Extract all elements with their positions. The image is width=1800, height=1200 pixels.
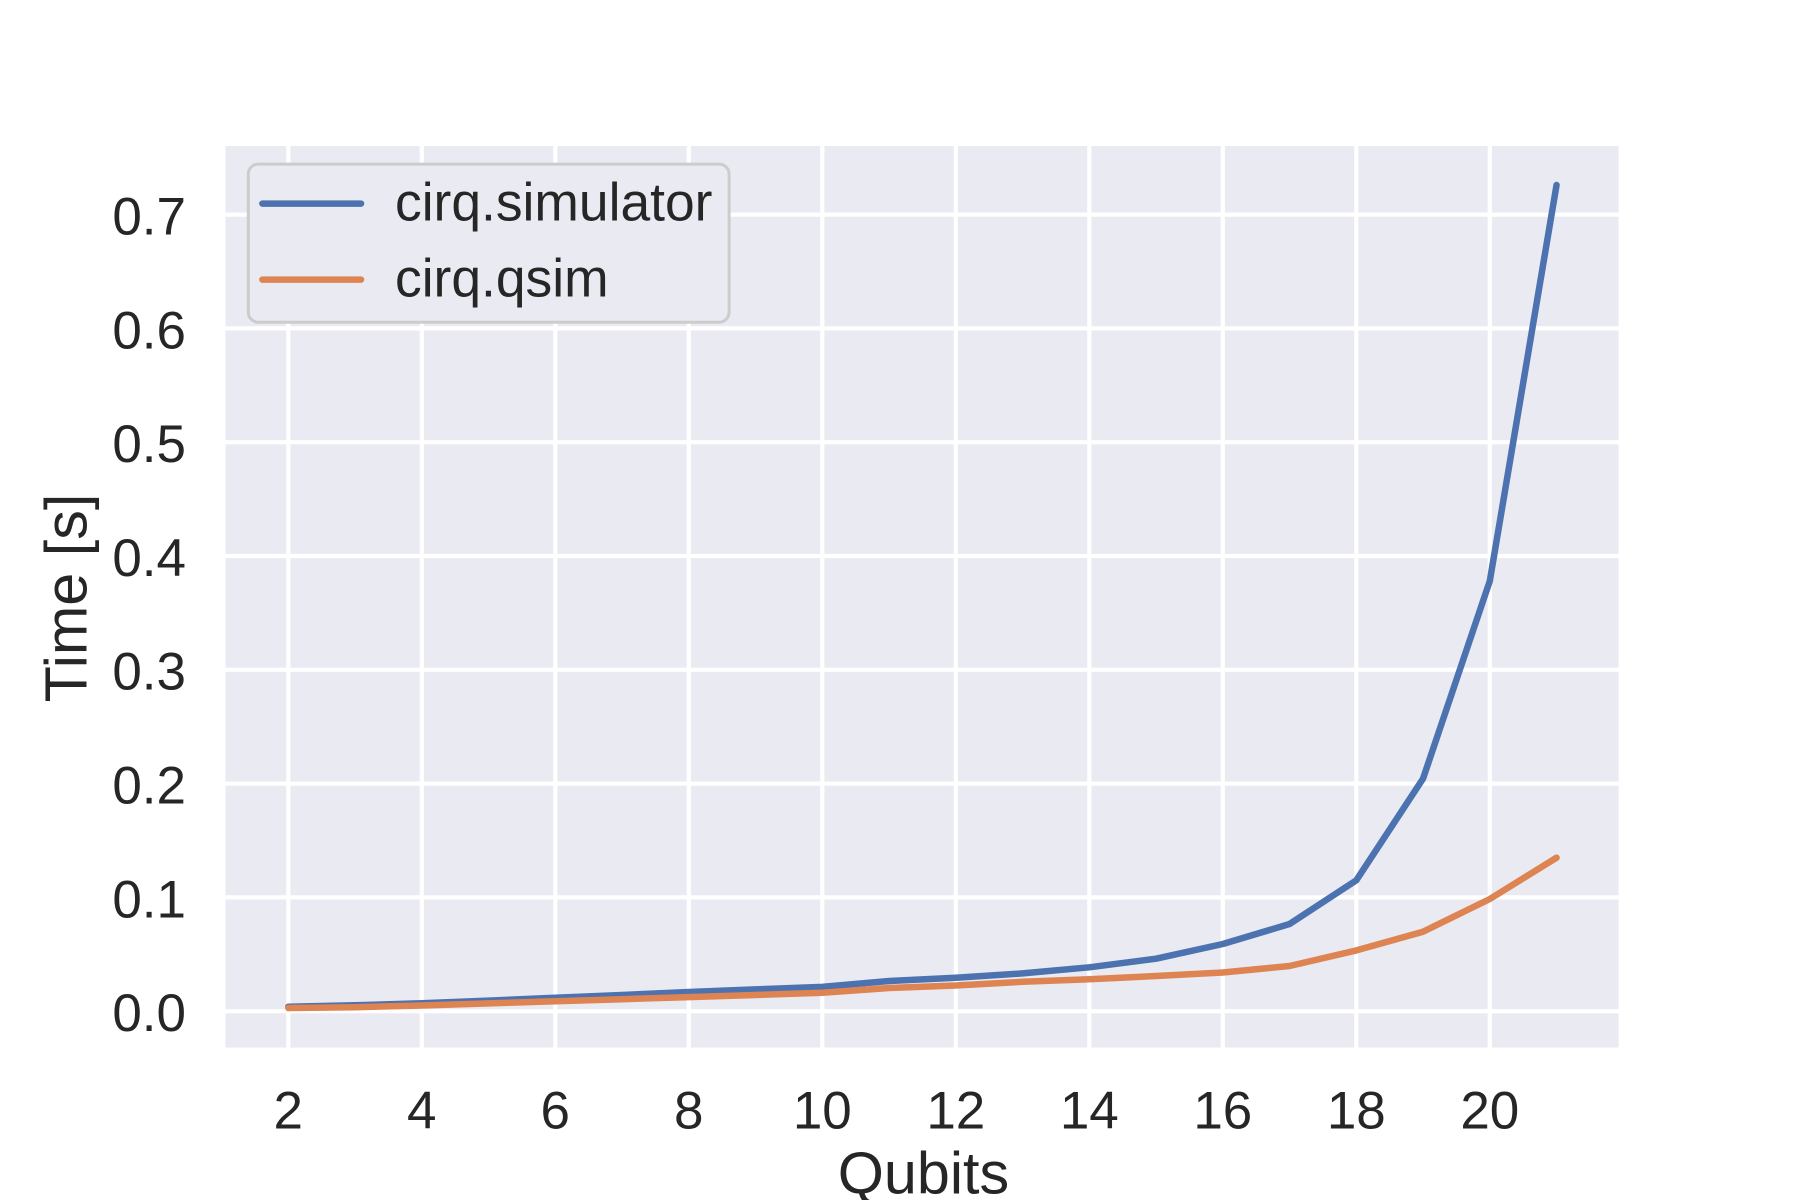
svg-text:Qubits: Qubits xyxy=(838,1140,1009,1200)
svg-text:0.7: 0.7 xyxy=(112,188,186,247)
svg-text:20: 20 xyxy=(1460,1082,1519,1141)
svg-text:16: 16 xyxy=(1193,1082,1252,1141)
svg-text:0.4: 0.4 xyxy=(112,529,186,588)
svg-text:14: 14 xyxy=(1060,1082,1119,1141)
svg-text:4: 4 xyxy=(407,1082,436,1141)
svg-text:8: 8 xyxy=(674,1082,703,1141)
svg-text:2: 2 xyxy=(274,1082,303,1141)
svg-text:12: 12 xyxy=(926,1082,985,1141)
svg-text:cirq.simulator: cirq.simulator xyxy=(395,174,712,233)
svg-text:18: 18 xyxy=(1327,1082,1386,1141)
svg-text:0.3: 0.3 xyxy=(112,643,186,702)
svg-text:6: 6 xyxy=(541,1082,570,1141)
svg-text:cirq.qsim: cirq.qsim xyxy=(395,250,609,309)
svg-text:0.6: 0.6 xyxy=(112,301,186,360)
svg-text:0.5: 0.5 xyxy=(112,415,186,474)
svg-text:0.2: 0.2 xyxy=(112,757,186,816)
svg-text:Time [s]: Time [s] xyxy=(33,494,100,703)
svg-text:0.1: 0.1 xyxy=(112,870,186,929)
svg-text:0.0: 0.0 xyxy=(112,984,186,1043)
svg-text:10: 10 xyxy=(793,1082,852,1141)
